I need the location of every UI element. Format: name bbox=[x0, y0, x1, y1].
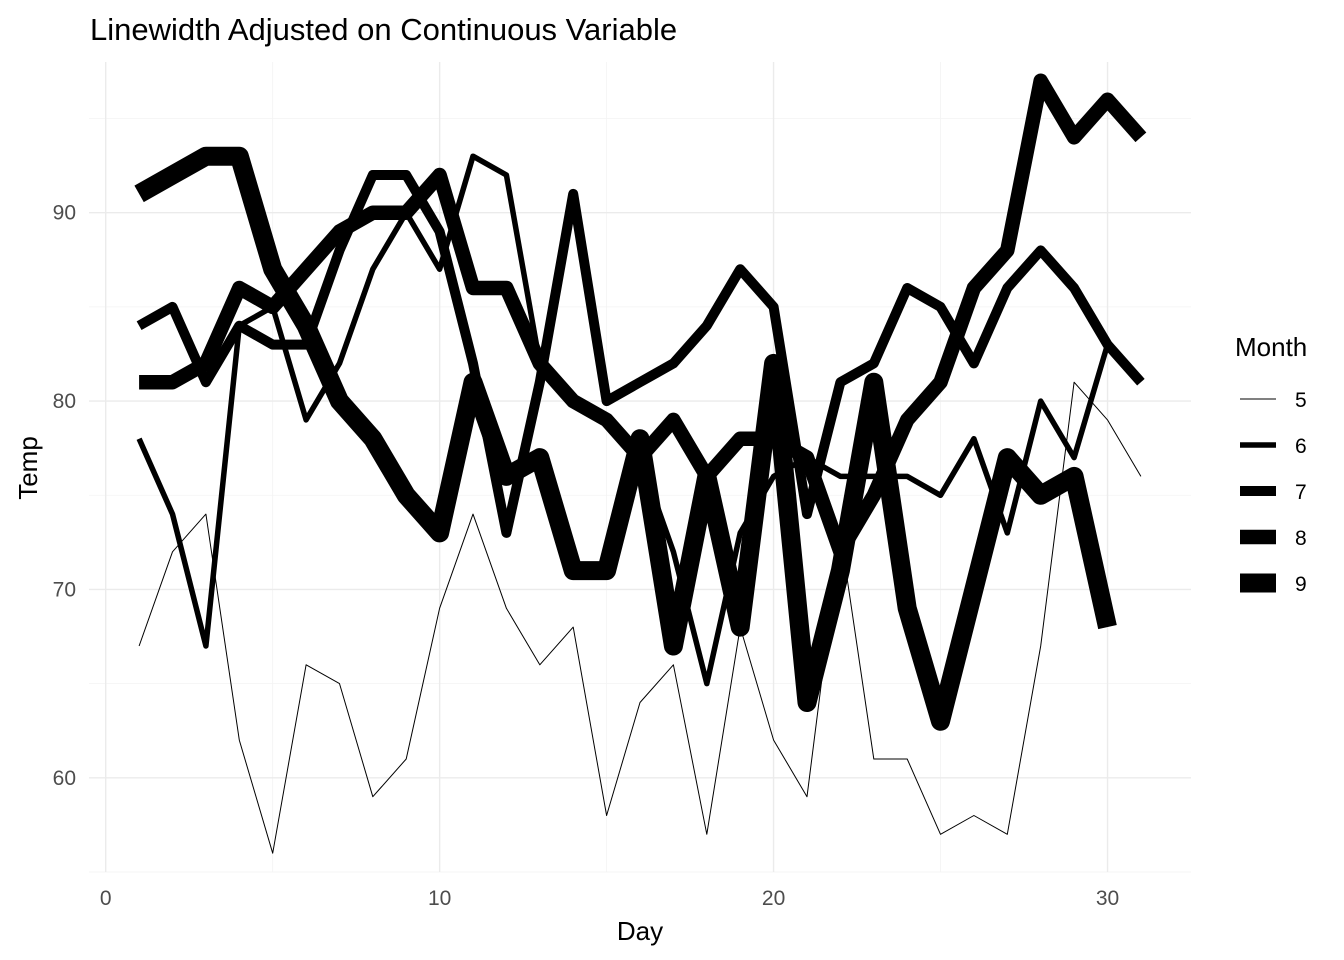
legend-title: Month bbox=[1235, 332, 1307, 362]
legend-label-month-5: 5 bbox=[1295, 389, 1307, 412]
chart-title: Linewidth Adjusted on Continuous Variabl… bbox=[90, 12, 677, 47]
series-lines bbox=[134, 73, 1147, 854]
y-tick-label: 80 bbox=[53, 390, 76, 413]
y-axis-ticks: 60 70 80 90 bbox=[53, 202, 76, 790]
series-line-month-5 bbox=[138, 381, 1142, 854]
x-tick-label: 20 bbox=[762, 887, 785, 910]
x-tick-label: 10 bbox=[428, 887, 451, 910]
legend-label-month-8: 8 bbox=[1295, 527, 1307, 550]
y-axis-title: Temp bbox=[13, 436, 43, 500]
y-tick-label: 70 bbox=[53, 578, 76, 601]
y-tick-label: 60 bbox=[53, 767, 76, 790]
x-axis-title: Day bbox=[617, 916, 663, 946]
legend-label-month-6: 6 bbox=[1295, 435, 1307, 458]
legend: Month 5 6 7 8 9 bbox=[1235, 332, 1307, 596]
x-tick-label: 30 bbox=[1096, 887, 1119, 910]
legend-label-month-7: 7 bbox=[1295, 481, 1307, 504]
x-axis-ticks: 0 10 20 30 bbox=[100, 887, 1119, 910]
legend-label-month-9: 9 bbox=[1295, 573, 1307, 596]
series-line-month-9 bbox=[134, 146, 1117, 731]
y-tick-label: 90 bbox=[53, 202, 76, 225]
x-tick-label: 0 bbox=[100, 887, 112, 910]
